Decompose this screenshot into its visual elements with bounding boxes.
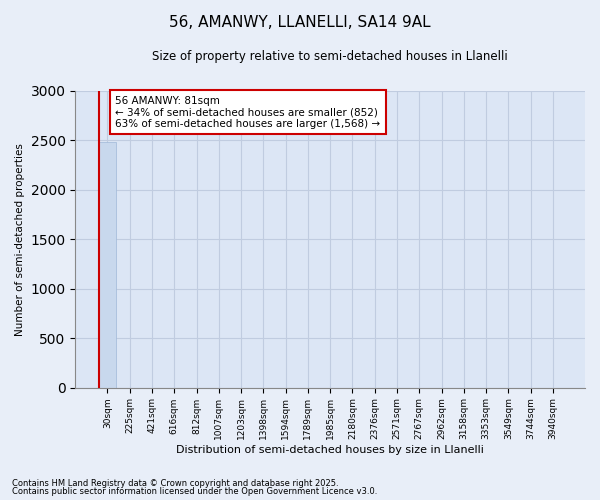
X-axis label: Distribution of semi-detached houses by size in Llanelli: Distribution of semi-detached houses by …: [176, 445, 484, 455]
Text: 56, AMANWY, LLANELLI, SA14 9AL: 56, AMANWY, LLANELLI, SA14 9AL: [169, 15, 431, 30]
Text: Contains public sector information licensed under the Open Government Licence v3: Contains public sector information licen…: [12, 487, 377, 496]
Text: Contains HM Land Registry data © Crown copyright and database right 2025.: Contains HM Land Registry data © Crown c…: [12, 478, 338, 488]
Bar: [98, 142, 116, 388]
Title: Size of property relative to semi-detached houses in Llanelli: Size of property relative to semi-detach…: [152, 50, 508, 63]
Text: 56 AMANWY: 81sqm
← 34% of semi-detached houses are smaller (852)
63% of semi-det: 56 AMANWY: 81sqm ← 34% of semi-detached …: [115, 96, 380, 128]
Y-axis label: Number of semi-detached properties: Number of semi-detached properties: [15, 142, 25, 336]
